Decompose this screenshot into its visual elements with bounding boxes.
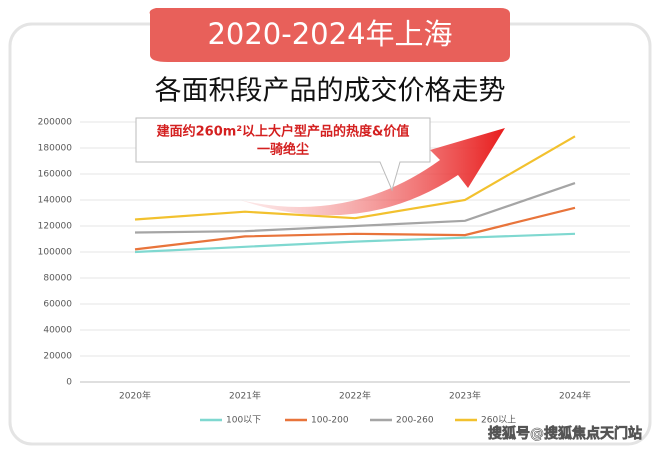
y-tick-label: 120000: [38, 222, 73, 232]
legend-label: 100以下: [226, 416, 261, 426]
legend-label: 100-200: [311, 416, 349, 426]
y-tick-label: 140000: [38, 196, 73, 206]
x-tick-label: 2021年: [229, 390, 261, 402]
banner-title: 2020-2024年上海: [207, 17, 452, 51]
annotation: 建面约260m²以上大户型产品的热度&价值: [157, 124, 410, 140]
x-tick-label: 2020年: [119, 390, 151, 402]
line-series: [134, 182, 576, 234]
y-tick-label: 180000: [38, 144, 73, 154]
line-series: [134, 135, 576, 221]
annotation-box: [135, 117, 431, 192]
x-tick-label: 2022年: [339, 390, 371, 402]
annotation: 一骑绝尘: [257, 142, 309, 158]
y-tick-label: 60000: [43, 300, 72, 310]
banner: [149, 8, 510, 62]
line-series: [134, 206, 576, 251]
legend: 100以下 100-200 200-260 260以上: [200, 415, 516, 426]
legend-label: 200-260: [396, 416, 434, 426]
y-tick-label: 200000: [38, 118, 73, 128]
y-tick-label: 160000: [38, 170, 73, 180]
y-tick-label: 80000: [43, 274, 72, 284]
x-tick-label: 2024年: [559, 390, 591, 402]
x-tick-label: 2023年: [449, 390, 481, 402]
y-tick-label: 20000: [43, 352, 72, 362]
y-tick-label: 0: [66, 378, 72, 388]
y-tick-label: 40000: [43, 326, 72, 336]
line-series: [134, 232, 576, 254]
y-tick-label: 100000: [38, 248, 73, 258]
watermark: 搜狐号@搜狐焦点天门站: [488, 425, 642, 442]
chart-subtitle: 各面积段产品的成交价格走势: [155, 76, 506, 107]
legend-label: 260以上: [481, 415, 516, 426]
plot-area: 0 20000 40000 60000 80000 100000 120000 140000 1…: [38, 118, 630, 402]
trend-arrow: [240, 128, 505, 216]
